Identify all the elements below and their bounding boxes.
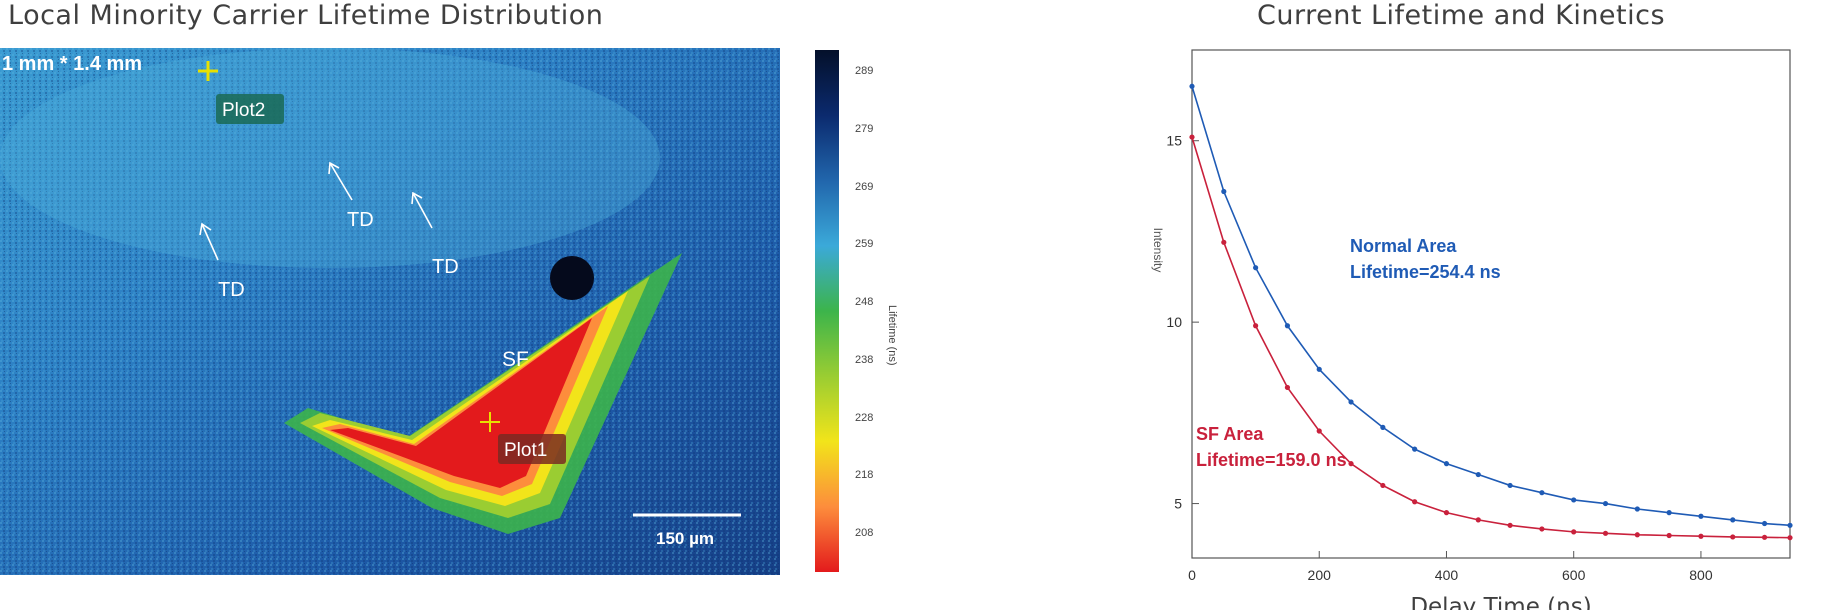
colorbar-tick: 218 [855,469,874,482]
data-point [1787,535,1793,541]
data-point [1761,534,1768,540]
colorbar-tick: 248 [855,296,874,308]
data-point [1221,239,1227,245]
plot2-label: Plot2 [222,100,265,121]
data-point [1189,83,1195,89]
colorbar [815,50,839,572]
data-point [1380,424,1386,430]
x-axis-label: Delay Time (ns) [1410,594,1591,610]
colorbar-tick: 289 [855,65,874,77]
map-size-label: 1 mm * 1.4 mm [2,53,142,75]
data-point [1443,510,1450,516]
plot1-label: Plot1 [504,440,547,461]
data-point [1634,506,1640,512]
td-label: TD [347,209,374,231]
data-point [1571,497,1577,503]
td-label: TD [432,256,459,278]
td-label: TD [218,279,245,301]
data-point [1380,482,1386,489]
chart-annotations: Normal Area Lifetime=254.4 ns SF Area Lifet… [1196,236,1501,470]
kinetics-chart: 0 200 400 600 800 5 10 15 Delay Time (ns) Intensi… [1151,49,1793,610]
chart-series [1189,83,1793,541]
map-title: Local Minority Carrier Lifetime Distribu… [8,0,604,31]
colorbar-tick: 259 [855,238,874,251]
data-point [1475,517,1481,523]
data-point [1284,323,1291,329]
data-point [1539,526,1545,532]
lifetime-map: 1 mm * 1.4 mm TD TD TD SF Plot2 Plot1 15… [0,48,780,575]
data-point [1221,188,1227,195]
sf-label: SF [502,348,529,371]
plot1-crosshair[interactable] [480,412,500,432]
data-point [1787,522,1793,528]
data-point [1602,530,1609,536]
data-point [1666,510,1672,516]
data-point [1730,517,1736,523]
data-point [1698,513,1704,519]
colorbar-tick: 208 [855,527,874,539]
data-point [1412,499,1418,505]
data-point [1443,461,1450,467]
x-tick-label: 600 [1562,567,1586,583]
data-point [1475,471,1481,478]
data-point [1761,520,1768,527]
data-point [1698,533,1704,539]
x-tick-label: 200 [1308,567,1332,583]
colorbar-tick: 269 [855,180,874,193]
data-point [1316,366,1322,372]
series-name-label: Normal Area [1350,236,1457,256]
data-point [1412,446,1418,452]
data-point [1571,529,1577,535]
y-tick-label: 5 [1174,496,1182,512]
plot2-tag [216,94,284,124]
y-axis-label: Intensity [1151,228,1165,273]
data-point [1253,323,1259,329]
data-point [1507,482,1513,489]
data-point [1602,500,1609,507]
data-point [1348,399,1354,405]
data-point [1730,534,1736,540]
data-point [1507,522,1513,528]
scale-bar-label: 150 µm [656,529,714,548]
plot1-tag [498,434,566,464]
series-fit-line [1191,136,1791,539]
colorbar-tick: 238 [855,353,874,366]
plot-frame [1191,49,1791,559]
data-point [1189,134,1195,140]
series-fit-line [1191,86,1791,527]
colorbar-tick: 228 [855,411,874,424]
x-tick-label: 0 [1188,567,1196,583]
y-tick-label: 15 [1166,133,1182,149]
colorbar-tick: 279 [855,122,874,135]
chart-title: Current Lifetime and Kinetics [1257,0,1666,31]
x-tick-label: 800 [1689,567,1713,583]
chart-axes: 0 200 400 600 800 5 10 15 Delay Time (ns) Intensi… [1151,49,1791,610]
x-tick-label: 400 [1435,567,1459,583]
series-name-label: SF Area [1196,424,1264,444]
data-point [1284,384,1291,391]
colorbar-label: Lifetime (ns) [886,305,898,366]
data-point [1253,265,1259,271]
data-point [1634,532,1640,538]
data-point [1316,428,1322,434]
data-point [1348,461,1354,467]
plot2-crosshair[interactable] [198,61,218,81]
y-tick-label: 10 [1166,314,1182,330]
data-point [1666,532,1672,539]
data-point [1539,490,1545,496]
series-lifetime-label: Lifetime=159.0 ns [1196,450,1347,470]
series-lifetime-label: Lifetime=254.4 ns [1350,262,1501,282]
